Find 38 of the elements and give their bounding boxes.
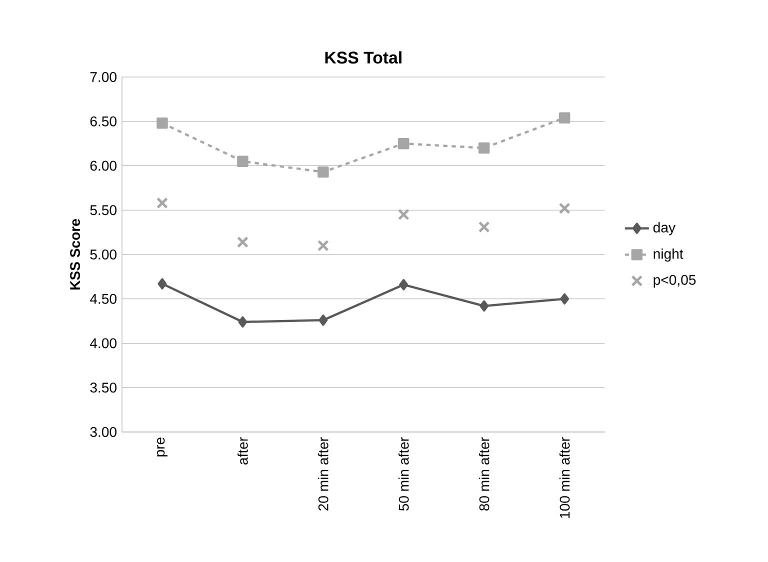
y-axis-title: KSS Score bbox=[70, 219, 80, 290]
y-tick-label: 5.00 bbox=[90, 250, 116, 260]
y-tick-label: 6.50 bbox=[90, 116, 116, 126]
point bbox=[317, 240, 329, 252]
y-tick-label: 6.00 bbox=[90, 160, 116, 171]
point bbox=[398, 138, 410, 150]
point bbox=[399, 279, 408, 290]
x-tick-label: 80 min after bbox=[478, 437, 490, 511]
chart-title: KSS Total bbox=[325, 51, 402, 64]
point bbox=[236, 236, 248, 248]
point bbox=[558, 202, 570, 214]
x-tick-label: 50 min after bbox=[398, 437, 409, 511]
x-tick-label: 100 min after bbox=[559, 437, 570, 518]
y-tick-label: 4.00 bbox=[90, 338, 116, 348]
point bbox=[318, 314, 328, 326]
point bbox=[478, 142, 490, 154]
point bbox=[156, 197, 168, 209]
legend-label: night bbox=[654, 248, 684, 262]
point bbox=[237, 156, 248, 167]
x-tick-label: pre bbox=[156, 438, 168, 456]
point bbox=[156, 118, 168, 129]
point bbox=[158, 278, 167, 290]
legend-label: p<0,05 bbox=[654, 274, 696, 288]
y-tick-label: 3.50 bbox=[90, 382, 116, 393]
point bbox=[478, 221, 490, 233]
y-tick-label: 5.50 bbox=[90, 205, 116, 216]
legend-label: day bbox=[653, 222, 676, 236]
point bbox=[238, 316, 248, 328]
y-tick-label: 7.00 bbox=[90, 72, 116, 82]
point bbox=[560, 293, 570, 304]
point bbox=[398, 208, 410, 220]
x-tick-label: 20 min after bbox=[318, 437, 328, 510]
point bbox=[480, 300, 489, 312]
point bbox=[318, 166, 329, 178]
x-tick-label: after bbox=[238, 437, 248, 465]
y-tick-label: 4.50 bbox=[90, 294, 116, 304]
y-tick-label: 3.00 bbox=[90, 427, 116, 437]
point bbox=[558, 112, 570, 124]
